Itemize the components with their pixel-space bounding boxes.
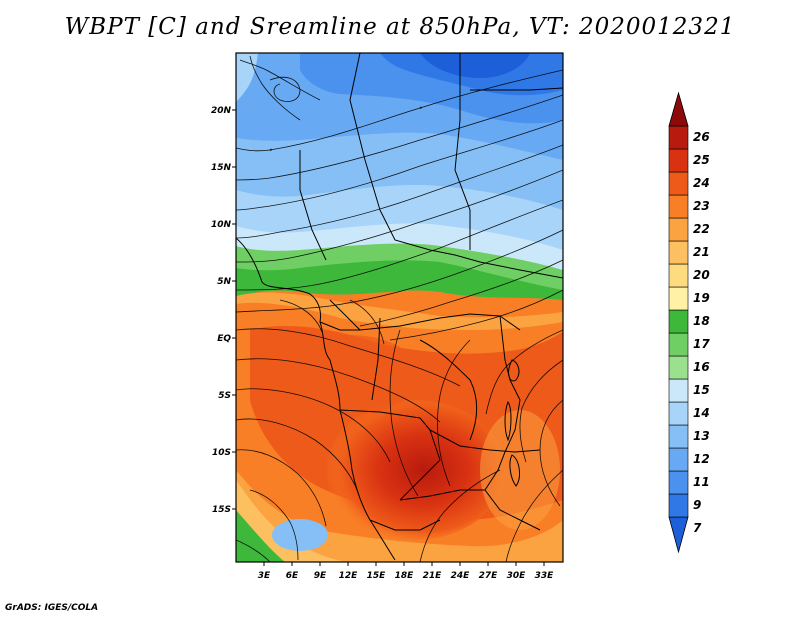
lon-label: 27E <box>479 571 499 581</box>
lat-label: 10S <box>212 448 231 458</box>
lat-axis: 20N 15N 10N 5N EQ 5S 10S 15S <box>211 106 232 515</box>
lon-label: 9E <box>314 571 327 581</box>
colorbar <box>668 91 689 554</box>
lakes <box>504 359 520 487</box>
streamlines <box>236 55 563 562</box>
colorbar-segment <box>668 355 689 380</box>
colorbar-segment <box>668 286 689 311</box>
lon-label: 3E <box>258 571 271 581</box>
colorbar-segment <box>668 217 689 242</box>
colorbar-segment <box>668 148 689 173</box>
plot-frame <box>235 52 564 563</box>
colorbar-label: 9 <box>693 498 701 512</box>
colorbar-segment <box>668 263 689 288</box>
lon-label: 15E <box>367 571 387 581</box>
axis-ticks <box>232 109 545 566</box>
lon-axis: 3E 6E 9E 12E 15E 18E 21E 24E 27E 30E 33E <box>258 571 554 581</box>
colorbar-label: 16 <box>693 360 710 374</box>
colorbar-segment <box>668 171 689 196</box>
colorbar-label: 11 <box>693 475 710 489</box>
lon-label: 6E <box>286 571 299 581</box>
colorbar-label: 14 <box>693 406 710 420</box>
colorbar-label: 26 <box>693 130 710 144</box>
colorbar-label: 20 <box>693 268 710 282</box>
lat-label: 10N <box>211 220 232 230</box>
colorbar-label: 12 <box>693 452 710 466</box>
colorbar-label: 25 <box>693 153 710 167</box>
lat-label: 5S <box>218 391 231 401</box>
lat-label: EQ <box>217 334 231 344</box>
colorbar-segment <box>668 470 689 495</box>
colorbar-label: 22 <box>693 222 710 236</box>
lat-label: 15S <box>212 505 231 515</box>
lat-label: 20N <box>211 106 232 116</box>
colorbar-label: 19 <box>693 291 710 305</box>
colorbar-label: 18 <box>693 314 710 328</box>
lon-label: 18E <box>395 571 415 581</box>
colorbar-segment <box>668 447 689 472</box>
lon-label: 30E <box>507 571 527 581</box>
lon-label: 12E <box>339 571 359 581</box>
country-borders <box>236 53 563 561</box>
colorbar-segment <box>668 516 689 554</box>
colorbar-segment <box>668 194 689 219</box>
colorbar-segment <box>668 240 689 265</box>
lat-label: 15N <box>211 163 232 173</box>
chart-title: WBPT [C] and Sreamline at 850hPa, VT: 20… <box>64 14 736 40</box>
colorbar-segment <box>668 332 689 357</box>
colorbar-label: 23 <box>693 199 710 213</box>
lon-label: 21E <box>423 571 443 581</box>
colorbar-segment <box>668 424 689 449</box>
colorbar-label: 24 <box>693 176 710 190</box>
colorbar-label: 21 <box>693 245 710 259</box>
credit-text: GrADS: IGES/COLA <box>5 603 99 613</box>
colorbar-label: 7 <box>693 521 702 535</box>
lat-label: 5N <box>217 277 231 287</box>
wbpt-field <box>236 53 563 562</box>
colorbar-label: 13 <box>693 429 710 443</box>
colorbar-segment <box>668 125 689 150</box>
lon-label: 24E <box>451 571 471 581</box>
colorbar-segment <box>668 401 689 426</box>
colorbar-segment <box>668 378 689 403</box>
colorbar-segment <box>668 91 689 127</box>
colorbar-segment <box>668 309 689 334</box>
colorbar-label: 15 <box>693 383 710 397</box>
colorbar-labels: 7 9 11 12 13 14 15 16 17 18 19 20 21 22 … <box>693 130 710 535</box>
lon-label: 33E <box>535 571 555 581</box>
colorbar-segment <box>668 493 689 518</box>
colorbar-label: 17 <box>693 337 710 351</box>
